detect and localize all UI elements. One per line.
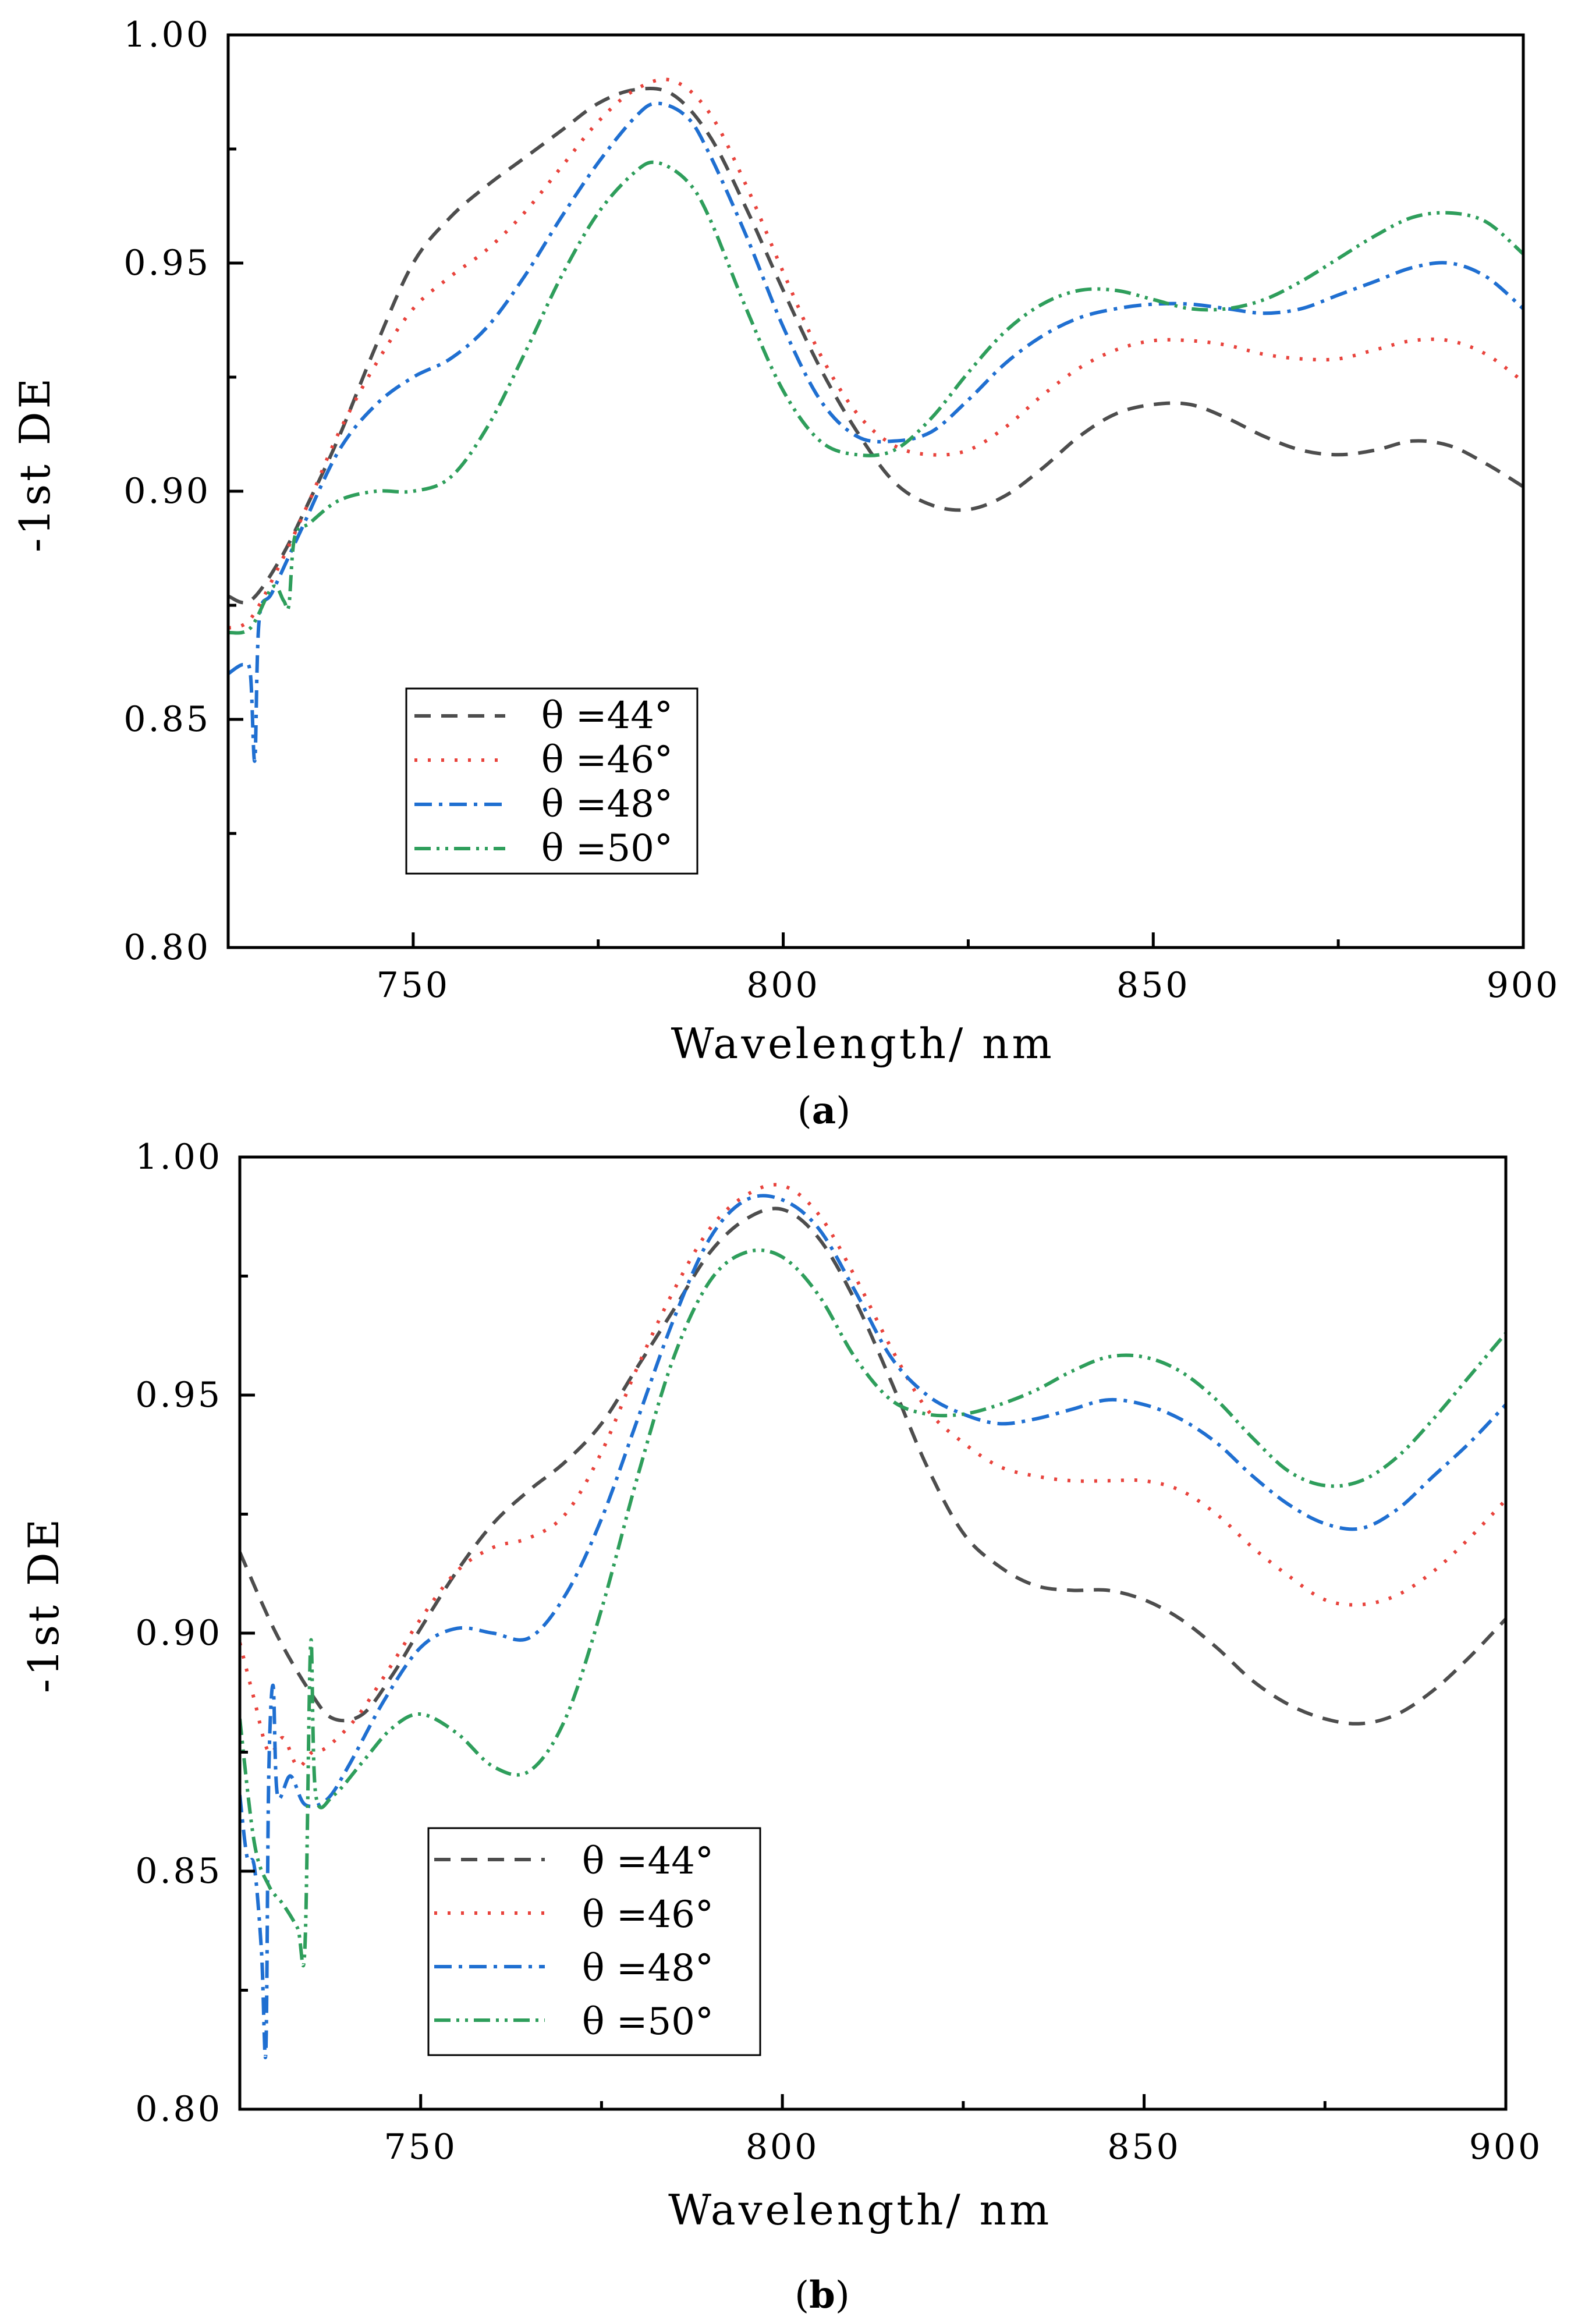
y-tick-label: 0.80 [123,927,211,968]
legend-label-1: θ =44° [541,694,673,737]
x-tick-label: 900 [1487,965,1561,1006]
x-tick-label: 850 [1116,965,1190,1006]
y-tick-label: 1.00 [123,15,211,55]
y-tick-label: 0.90 [135,1613,222,1654]
figure: 750 800 850 900 0.80 0.85 0.90 0.95 1.00 Waveleng… [0,0,1578,2324]
x-tick-label: 750 [377,965,451,1006]
series-line-2 [228,79,1523,628]
panel-letter: b [809,2273,835,2317]
y-axis-title: -1st DE [10,375,59,552]
x-tick-label: 800 [746,2127,820,2167]
y-tick-label: 0.95 [123,243,211,283]
y-tick-label: 0.85 [123,699,211,740]
panel-letter: a [812,1089,836,1133]
series-line-3 [228,104,1523,761]
legend: θ =44° θ =46° θ =48° θ =50° [428,1828,760,2055]
series-line-4 [228,162,1523,633]
x-axis-title: Wavelength/ nm [668,2185,1052,2234]
legend-label-2: θ =46° [582,1893,714,1936]
y-tick-label: 0.85 [135,1851,222,1892]
legend-label-1: θ =44° [582,1840,714,1883]
legend-label-4: θ =50° [541,827,673,870]
series-line-2 [240,1185,1506,1767]
x-tick-label: 750 [384,2127,458,2167]
x-tick-label: 850 [1107,2127,1181,2167]
legend-label-2: θ =46° [541,739,673,782]
legend-label-3: θ =48° [582,1947,714,1990]
y-tick-label: 0.80 [135,2089,222,2130]
series-line-1 [240,1208,1506,1723]
y-axis-title: -1st DE [19,1516,68,1693]
x-tick-label: 900 [1469,2127,1543,2167]
x-tick-label: 800 [746,965,820,1006]
y-tick-label: 1.00 [135,1137,222,1177]
x-axis-title: Wavelength/ nm [671,1019,1055,1068]
chart-panel-b: 750 800 850 900 0.80 0.85 0.90 0.95 1.00 Waveleng… [19,1137,1542,2317]
panel-label: (a) [797,1089,850,1133]
y-tick-label: 0.90 [123,471,211,512]
legend: θ =44°θ =46°θ =48°θ =50° [406,689,697,874]
y-tick-label: 0.95 [135,1375,222,1415]
legend-label-3: θ =48° [541,783,673,826]
legend-label-4: θ =50° [582,2000,714,2043]
panel-label: (b) [795,2273,850,2317]
chart-panel-a: 750 800 850 900 0.80 0.85 0.90 0.95 1.00 Waveleng… [10,15,1560,1133]
series-line-1 [228,88,1523,603]
